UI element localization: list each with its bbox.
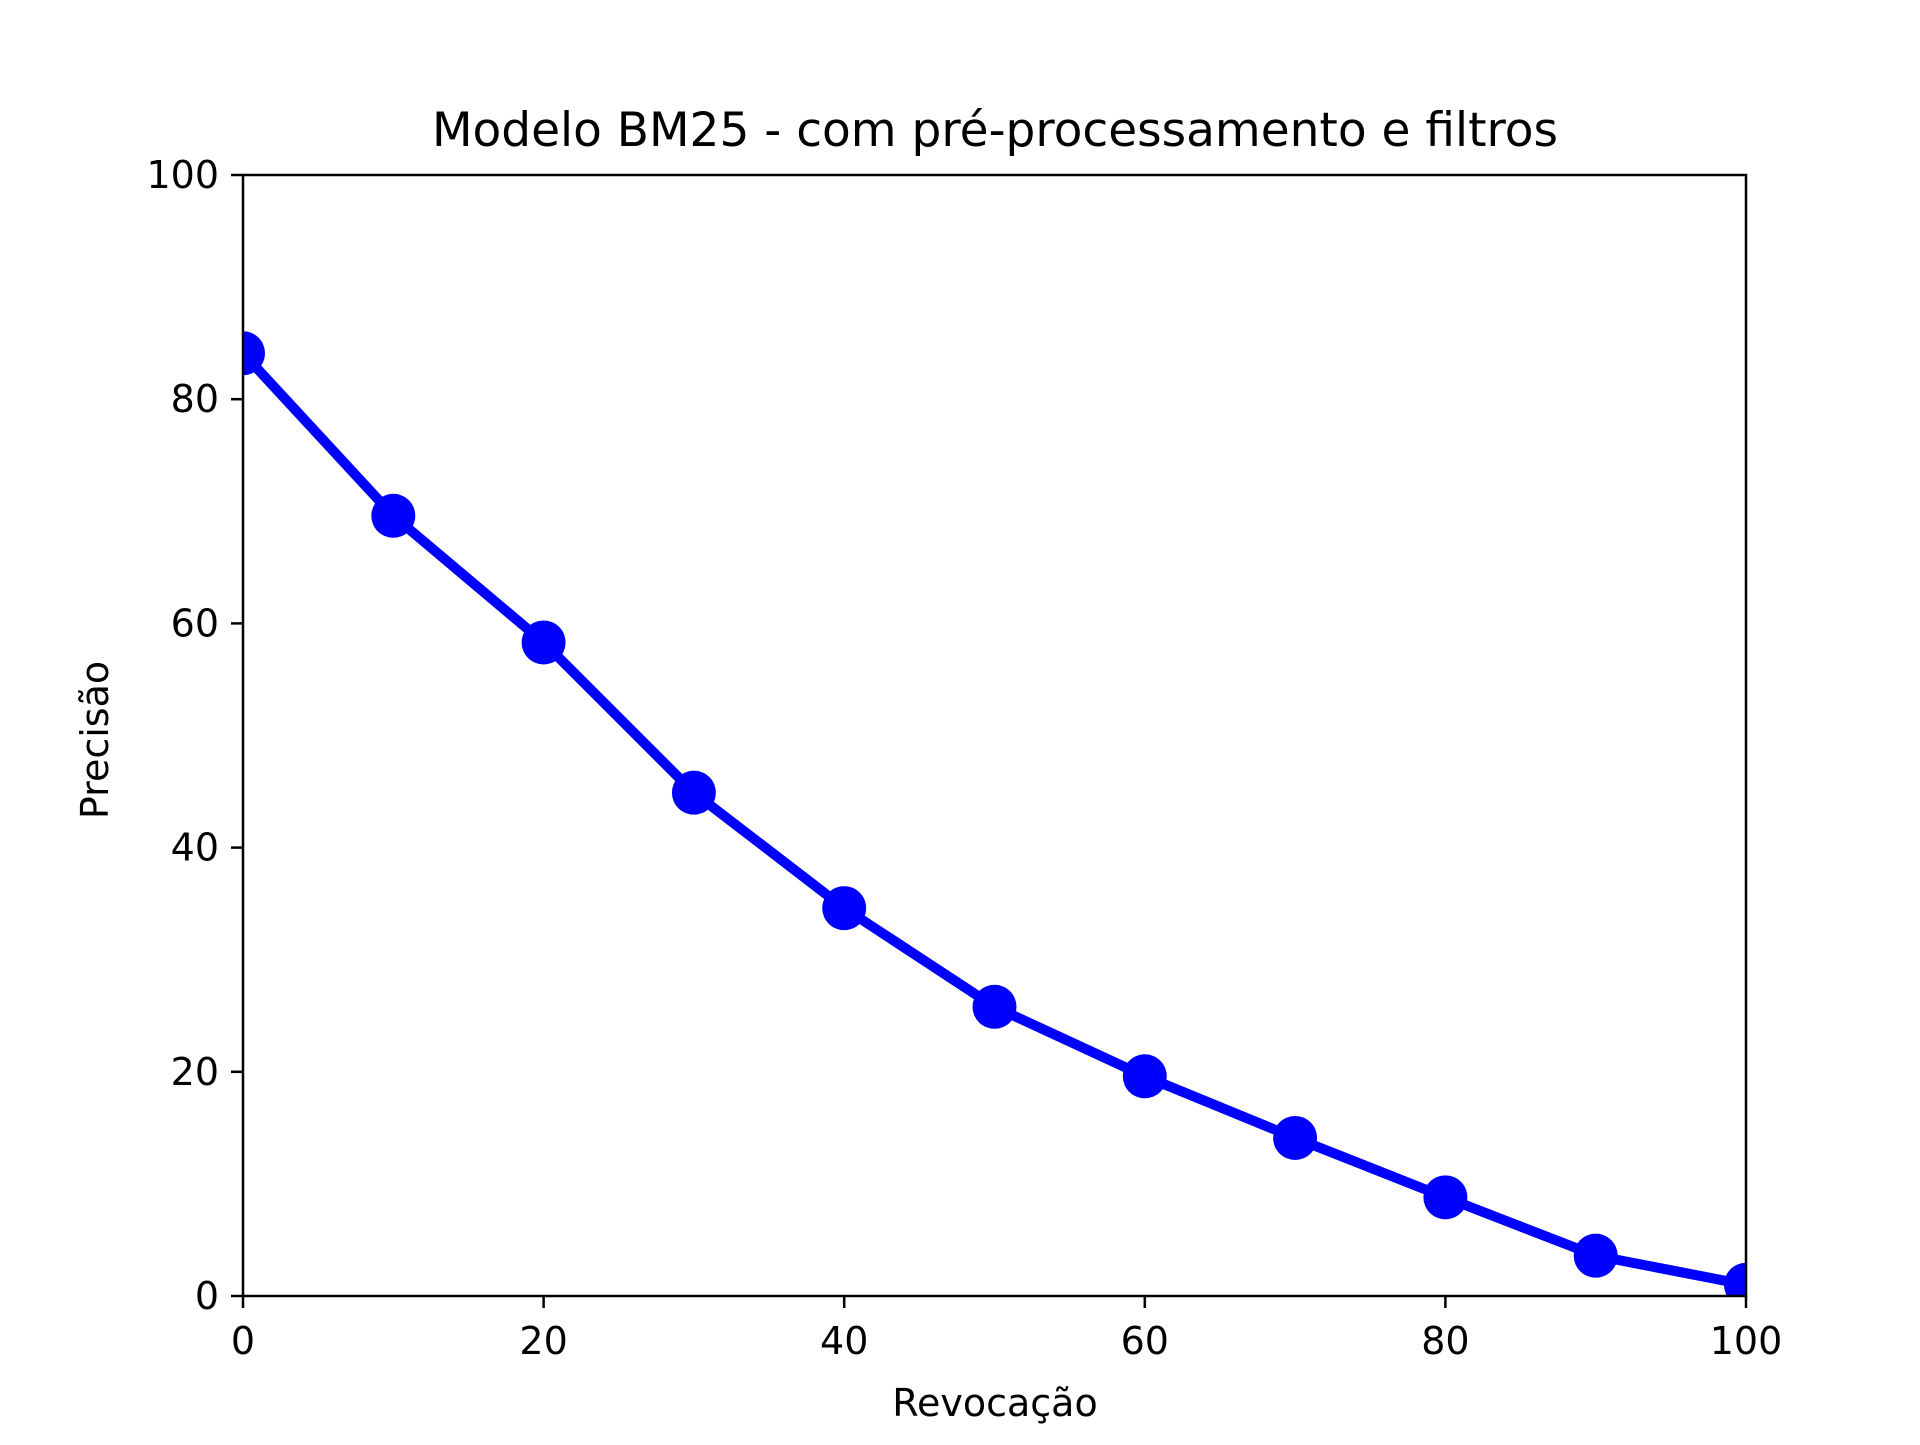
data-point-8 xyxy=(1423,1175,1468,1220)
axes: 0 20 40 60 80 100 0 20 40 60 80 100 xyxy=(146,153,1782,1363)
data-point-7 xyxy=(1273,1115,1318,1160)
y-tick-label: 80 xyxy=(171,377,219,421)
y-tick-label: 0 xyxy=(195,1274,219,1318)
x-tick-label: 80 xyxy=(1421,1319,1469,1363)
data-point-1 xyxy=(371,493,416,538)
x-tick-label: 60 xyxy=(1121,1319,1169,1363)
x-axis-label: Revocação xyxy=(892,1381,1097,1425)
data-point-0 xyxy=(243,331,265,376)
series-group xyxy=(243,331,1746,1296)
series-line-0 xyxy=(243,349,1746,1290)
y-tick-label: 100 xyxy=(146,153,219,197)
y-tick-label: 20 xyxy=(171,1050,219,1094)
chart-title: Modelo BM25 - com pré-processamento e fi… xyxy=(432,103,1558,158)
x-tick-label: 0 xyxy=(231,1319,255,1363)
data-point-9 xyxy=(1573,1233,1618,1278)
y-tick-label: 60 xyxy=(171,601,219,645)
x-tick-label: 40 xyxy=(820,1319,868,1363)
x-tick-label: 100 xyxy=(1710,1319,1783,1363)
x-tick-label: 20 xyxy=(519,1319,567,1363)
data-point-3 xyxy=(671,770,716,815)
plot-area xyxy=(243,331,1746,1296)
data-point-5 xyxy=(972,984,1017,1029)
data-point-10 xyxy=(1724,1262,1746,1296)
y-axis-label: Precisão xyxy=(73,661,117,819)
y-tick-label: 40 xyxy=(171,826,219,870)
data-point-2 xyxy=(521,620,566,665)
data-point-4 xyxy=(822,886,867,931)
plot-frame xyxy=(241,173,1748,1298)
data-point-6 xyxy=(1122,1054,1167,1099)
